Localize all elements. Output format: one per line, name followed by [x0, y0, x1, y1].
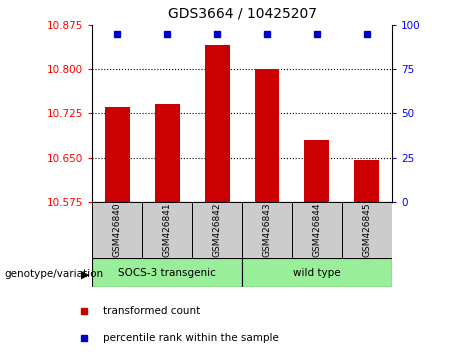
Text: GSM426843: GSM426843: [262, 203, 272, 257]
Text: genotype/variation: genotype/variation: [5, 269, 104, 279]
Text: transformed count: transformed count: [103, 306, 201, 316]
Bar: [205, 45, 230, 202]
Text: SOCS-3 transgenic: SOCS-3 transgenic: [118, 268, 216, 278]
Bar: [342, 202, 392, 258]
Bar: [92, 258, 242, 287]
Bar: [154, 104, 180, 202]
Text: ▶: ▶: [81, 269, 89, 279]
Bar: [292, 202, 342, 258]
Bar: [105, 107, 130, 202]
Bar: [242, 202, 292, 258]
Bar: [242, 258, 392, 287]
Title: GDS3664 / 10425207: GDS3664 / 10425207: [167, 7, 317, 21]
Text: GSM426841: GSM426841: [163, 203, 171, 257]
Bar: [192, 202, 242, 258]
Text: GSM426842: GSM426842: [213, 203, 222, 257]
Text: percentile rank within the sample: percentile rank within the sample: [103, 333, 279, 343]
Bar: [142, 202, 192, 258]
Bar: [355, 160, 379, 202]
Text: wild type: wild type: [293, 268, 341, 278]
Text: GSM426844: GSM426844: [313, 203, 321, 257]
Bar: [254, 69, 279, 202]
Bar: [92, 202, 142, 258]
Text: GSM426840: GSM426840: [112, 203, 122, 257]
Text: GSM426845: GSM426845: [362, 203, 372, 257]
Bar: [304, 140, 330, 202]
